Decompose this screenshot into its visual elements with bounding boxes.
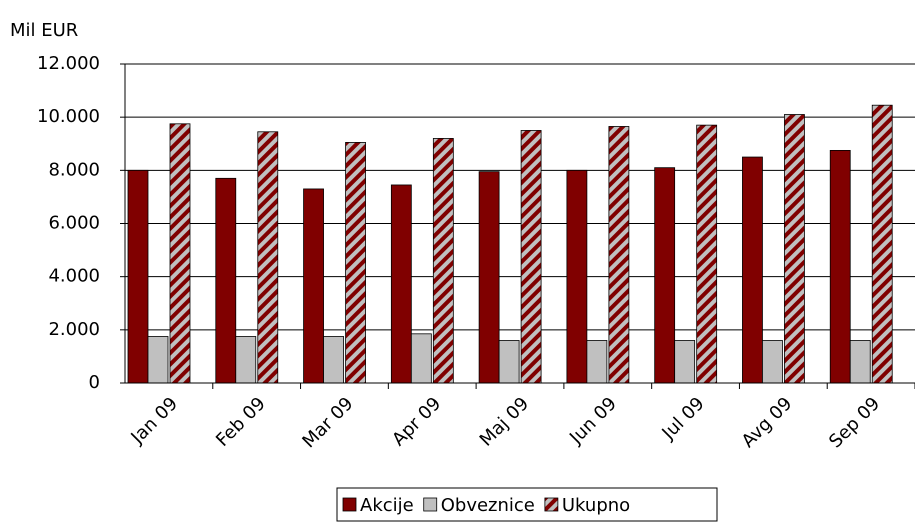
x-tick-label: Jul 09 [657,393,708,444]
y-tick-label: 6.000 [48,213,100,234]
bar [762,340,783,384]
bar [303,188,324,384]
bar [586,340,608,384]
bar [410,333,432,384]
x-tick-label: Sep 09 [825,393,884,452]
x-tick-label: Jan 09 [127,393,182,448]
bar [147,336,169,384]
x-tick-label: Mar 09 [298,393,357,452]
bar [520,130,542,384]
bar [829,149,851,384]
legend-box [336,487,718,522]
bar [169,123,191,384]
x-tick-label: Maj 09 [476,393,533,450]
bar [345,142,366,384]
bar [235,336,257,384]
bar [127,169,149,384]
bar [498,340,520,384]
legend-swatch [544,497,559,512]
x-tick-label: Feb 09 [212,393,270,451]
bar [390,184,412,384]
bar [478,171,500,384]
bar [257,131,279,384]
bar [215,177,237,384]
bar [566,169,588,384]
x-tick-label: Apr 09 [388,393,445,450]
y-tick-label: 8.000 [48,159,100,180]
bar [849,340,871,384]
y-axis-label: Mil EUR [10,20,78,41]
bar [871,104,893,384]
bar [654,167,676,384]
legend-label: Obveznice [441,495,535,516]
bar [742,156,763,384]
legend-swatch [423,497,438,512]
y-tick-label: 4.000 [48,266,100,287]
legend-label: Ukupno [562,495,630,516]
bar [674,340,696,384]
bar [608,126,630,384]
x-tick-label: Jun 09 [565,393,621,449]
legend-label: Akcije [360,495,414,516]
y-tick-label: 12.000 [37,53,100,74]
legend-swatch [342,497,357,512]
bar [432,138,454,384]
y-tick-label: 10.000 [37,106,100,127]
bar [784,114,805,384]
bar [323,336,344,384]
legend: Akcije Obveznice Ukupno [336,487,718,522]
x-tick-label: Avg 09 [738,393,797,452]
bar [696,124,718,384]
y-tick-label: 0 [89,372,100,393]
y-tick-label: 2.000 [48,319,100,340]
